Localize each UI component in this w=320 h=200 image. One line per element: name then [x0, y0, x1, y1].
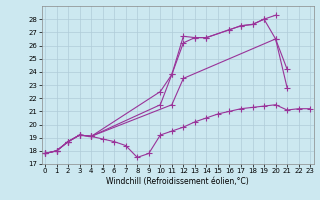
X-axis label: Windchill (Refroidissement éolien,°C): Windchill (Refroidissement éolien,°C) [106, 177, 249, 186]
